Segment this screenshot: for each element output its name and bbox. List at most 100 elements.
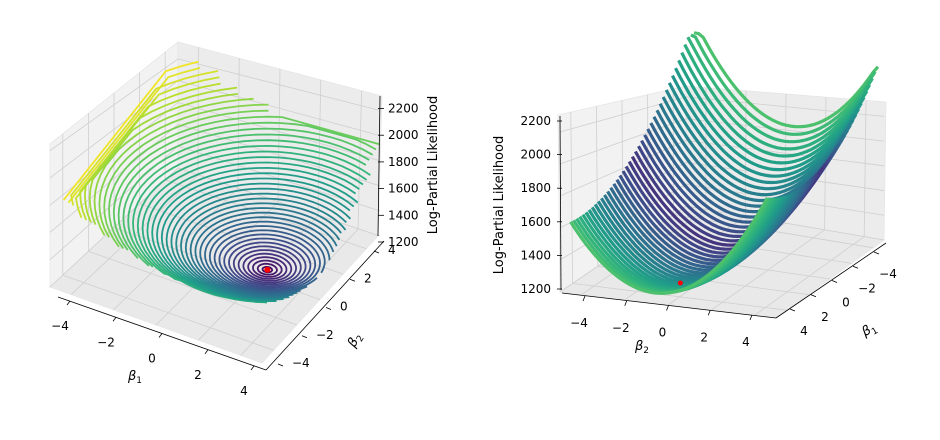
left-contour-level [184, 202, 342, 299]
left-contour-level [122, 133, 370, 267]
right-y-tick-mark [810, 294, 817, 298]
left-z-gridline [49, 58, 381, 151]
left-z-axis-line [377, 95, 381, 237]
left-z-tick-label: 1200 [388, 235, 419, 249]
left-minimum-marker [264, 266, 271, 273]
left-contour-level [218, 233, 317, 291]
right-surface-band [674, 67, 863, 172]
left-contour-level [79, 82, 221, 221]
right-x-axis-label: β2 [634, 339, 649, 356]
left-y-tick-label: −2 [316, 328, 334, 342]
right-x-tick-label: 4 [742, 335, 750, 349]
left-contour-level [228, 241, 307, 288]
left-contour-level [62, 60, 199, 201]
right-x-tick-mark [707, 310, 711, 316]
left-contour-level [141, 156, 364, 304]
left-x-tick-label: 2 [194, 368, 202, 382]
right-x-tick-mark [624, 300, 628, 306]
right-y-tick-mark [831, 280, 838, 283]
right-surface-band [569, 197, 769, 295]
left-z-tick-label: 1800 [388, 155, 419, 169]
right-z-tick-label: 1400 [520, 248, 551, 262]
left-z-tick-label: 2200 [388, 102, 419, 116]
left-contour-level [74, 76, 220, 219]
left-y-tick-label: −4 [292, 356, 310, 370]
left-y-tick-label: 0 [340, 300, 348, 314]
right-floor-gridline [754, 236, 865, 316]
left-contour-level [151, 166, 357, 303]
right-surface-band [690, 33, 877, 136]
left-contour-surface [62, 60, 380, 304]
right-side-gridline [863, 100, 867, 237]
right-x-tick-label: 2 [700, 330, 708, 344]
right-z-axis-label: Log-Partial Likelihood [492, 136, 507, 274]
left-contour-level [237, 249, 298, 284]
left-x-tick-label: −2 [97, 335, 115, 349]
left-y-tick-mark [277, 363, 284, 367]
right-y-axis-line [775, 242, 887, 319]
left-contour-level [146, 161, 360, 303]
left-y-tick-mark [373, 250, 380, 254]
left-z-tick-label: 1400 [388, 208, 419, 222]
right-y-tick-label: 4 [800, 324, 808, 338]
left-floor-gridline [198, 215, 319, 341]
right-surface-band [667, 82, 858, 185]
left-contour-level [232, 245, 302, 286]
left-contour-level [136, 150, 368, 304]
left-x-axis-label: β1 [127, 369, 142, 386]
left-z-tick-label: 2000 [388, 128, 419, 142]
left-y-tick-label: 4 [388, 243, 396, 257]
left-z-axis-label: Log-Partial Likelihood [426, 96, 441, 234]
right-z-axis-line [559, 115, 562, 291]
left-contour-level [160, 177, 355, 302]
left-x-tick-label: −4 [51, 319, 69, 333]
left-contour-level [189, 207, 341, 298]
right-surface-band [693, 31, 880, 129]
left-contour-level [83, 86, 238, 223]
right-minimum-marker [677, 280, 683, 286]
left-x-tick-mark [250, 365, 255, 371]
left-x-tick-mark [158, 333, 163, 338]
right-z-tick-label: 2200 [520, 114, 551, 128]
left-y-axis-line [265, 240, 385, 371]
left-y-tick-mark [349, 278, 356, 282]
right-x-tick-mark [666, 305, 669, 311]
left-contour-level [127, 139, 367, 268]
left-contour-level [156, 172, 359, 303]
left-contour-level [70, 70, 219, 206]
left-contour-level [247, 256, 288, 280]
left-contour-level [223, 237, 312, 289]
right-y-tick-mark [873, 251, 880, 255]
right-z-tick-label: 1200 [520, 282, 551, 296]
left-z-gridline [49, 123, 381, 233]
left-contour-level [93, 97, 254, 236]
right-x-axis-line [561, 292, 777, 319]
right-y-tick-label: −2 [858, 281, 876, 295]
left-y-tick-mark [301, 335, 308, 339]
left-y-tick-label: 2 [364, 271, 372, 285]
left-contour-level [175, 192, 347, 300]
right-x-tick-label: 0 [659, 326, 667, 340]
right-x-tick-label: −4 [570, 316, 588, 330]
left-x-tick-label: 0 [148, 352, 156, 366]
right-surface-band [683, 43, 872, 151]
left-contour-level [194, 211, 338, 297]
left-y-tick-mark [325, 307, 332, 310]
left-contour-level [117, 127, 374, 259]
right-z-tick-label: 2000 [520, 148, 551, 162]
right-y-tick-label: 0 [842, 296, 850, 310]
left-contour-level [180, 197, 347, 300]
left-contour-level [165, 182, 351, 302]
left-contour-level [88, 93, 239, 225]
right-back-gridline [570, 112, 573, 284]
left-contour-level [204, 220, 331, 295]
left-x-tick-mark [112, 317, 117, 322]
left-contour-level [252, 259, 283, 278]
right-z-gridline [559, 96, 885, 133]
left-x-tick-label: 4 [240, 384, 248, 398]
right-surface-band [664, 89, 855, 191]
